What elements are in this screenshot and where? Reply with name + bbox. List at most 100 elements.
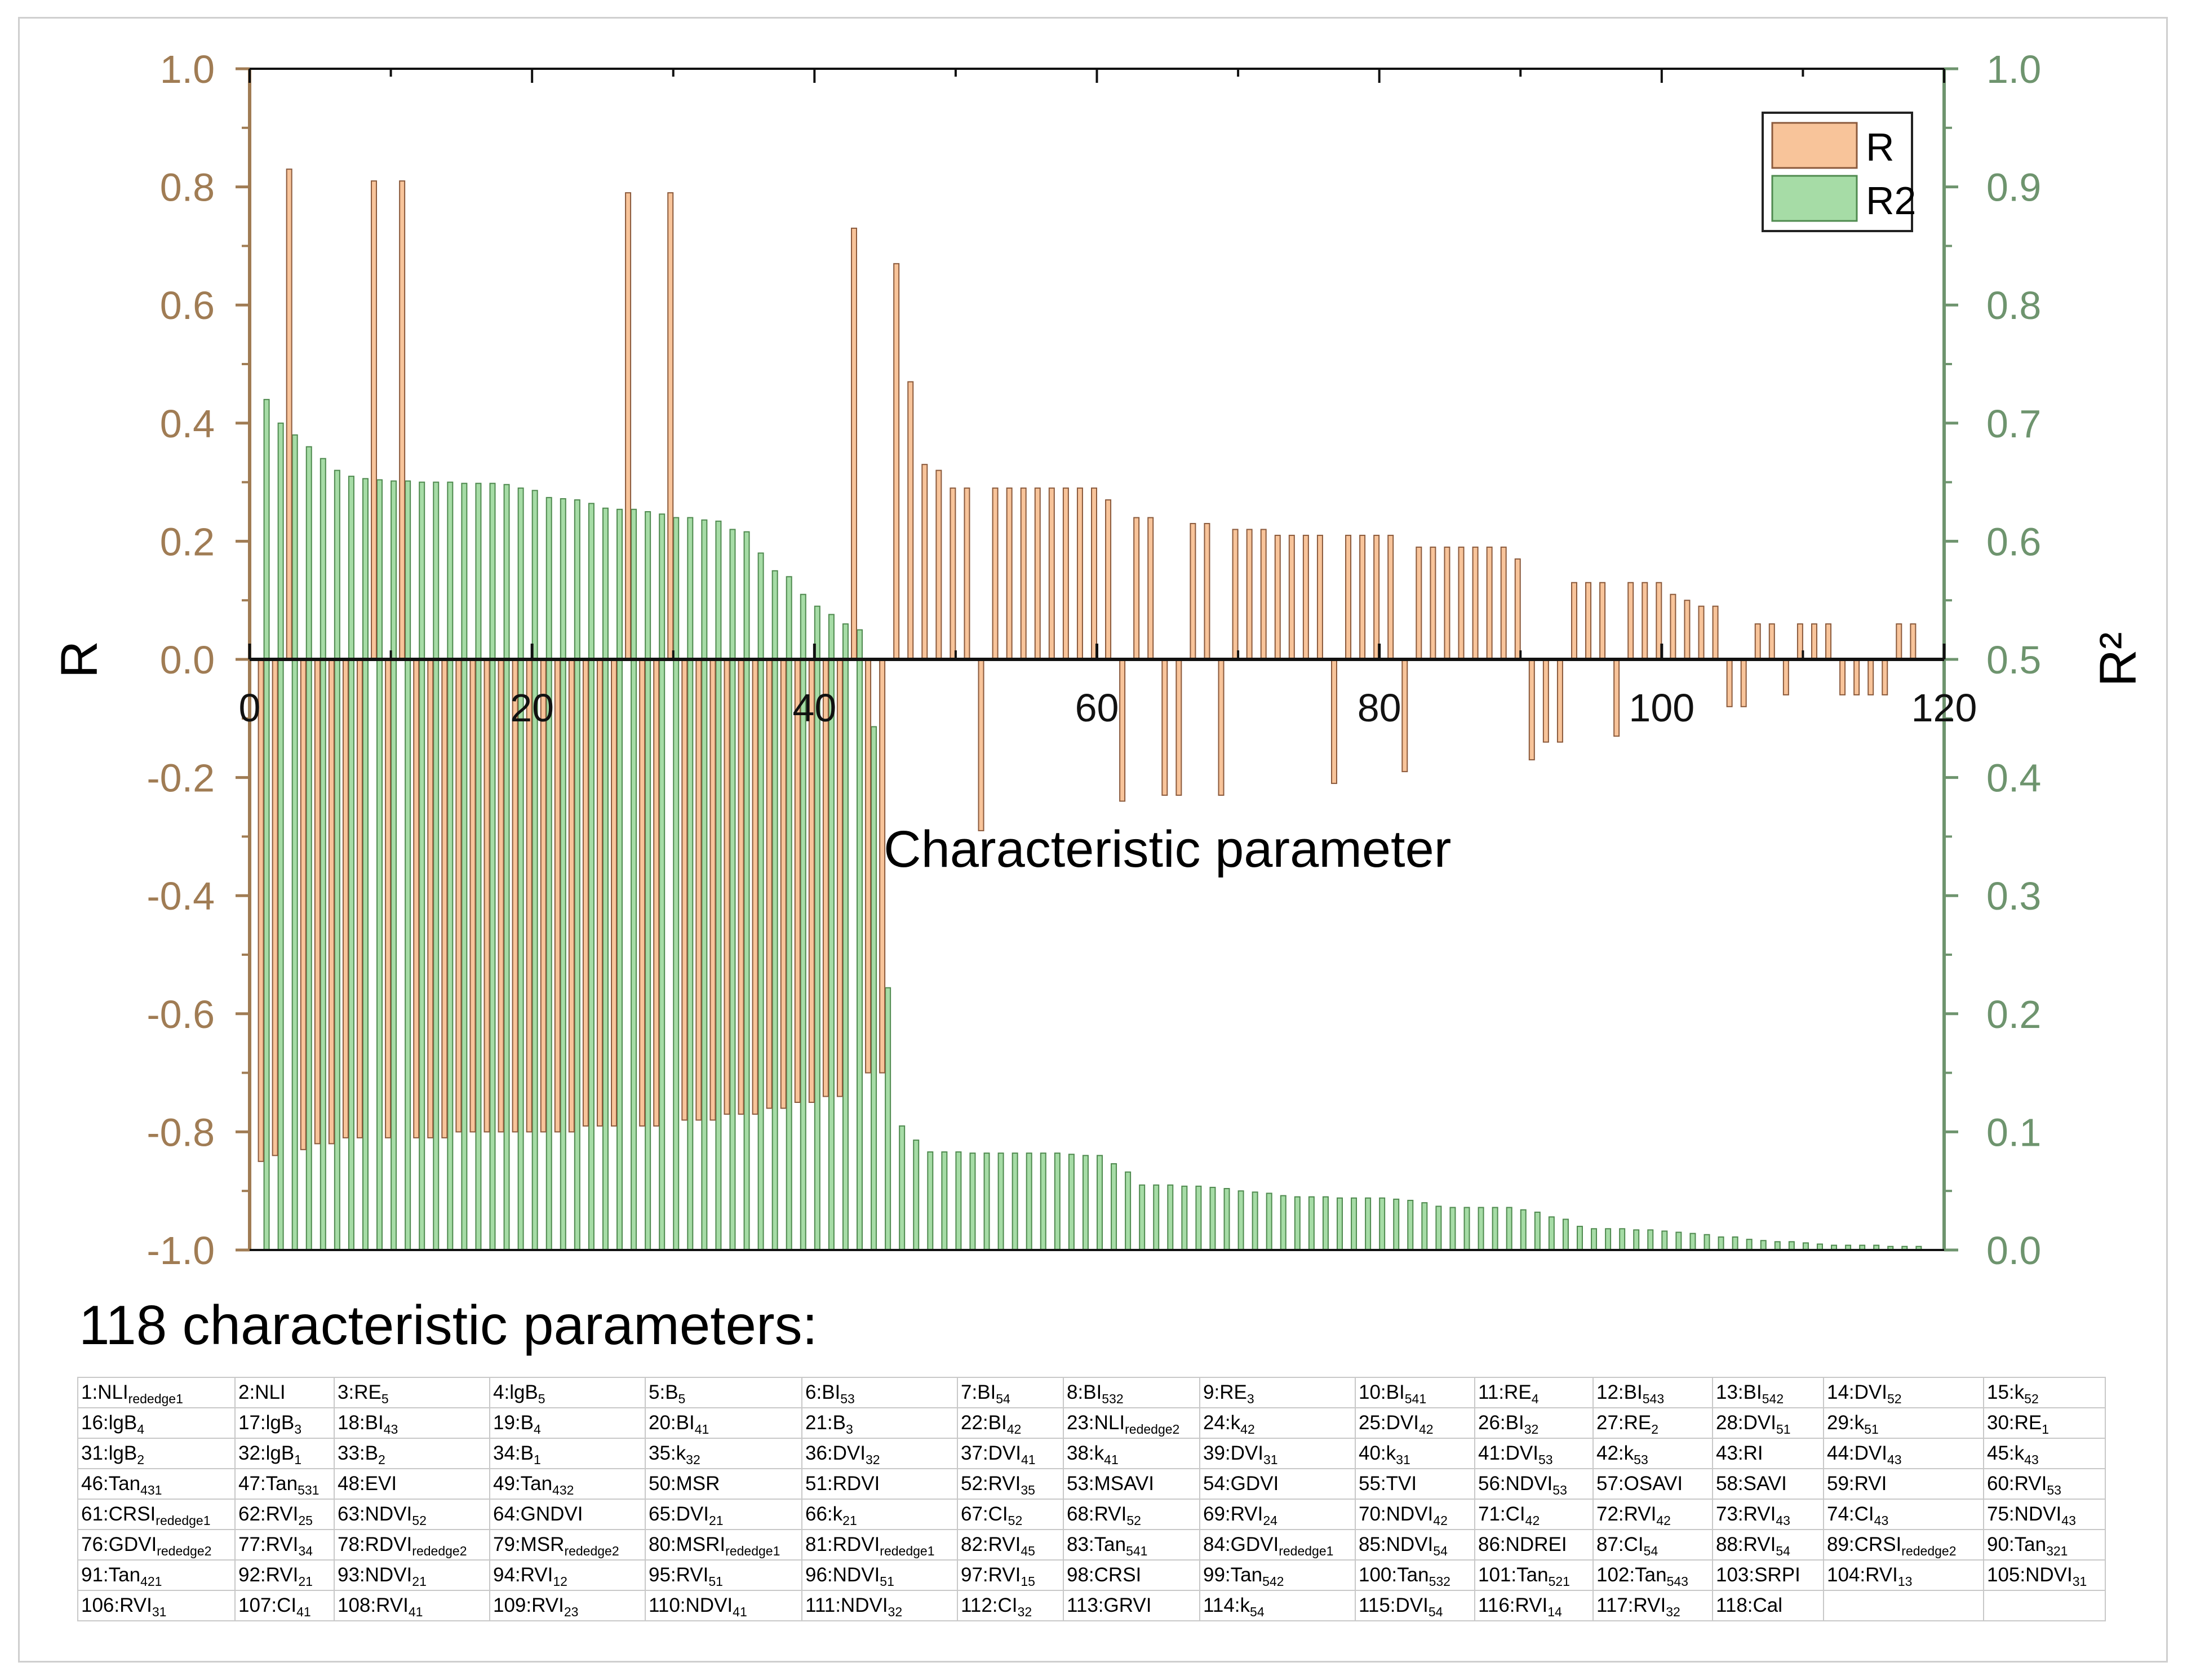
right-y-tick-label: 0.7: [1986, 402, 2041, 446]
parameter-name: 93:NDVI: [338, 1564, 412, 1586]
parameter-subscript: 41: [1104, 1452, 1119, 1467]
parameter-cell: 88:RVI54: [1712, 1529, 1824, 1561]
parameter-subscript: 52: [1008, 1513, 1023, 1528]
parameter-name: 15:k: [1987, 1381, 2025, 1403]
r-bar: [851, 227, 858, 660]
parameter-subscript: rededge1: [156, 1513, 211, 1528]
parameters-row: 106:RVI31 107:CI41 108:RVI41 109:RVI23 110:N…: [77, 1590, 2106, 1621]
parameter-subscript: rededge2: [1901, 1544, 1957, 1558]
r2-bar: [1153, 1184, 1160, 1251]
r-bar: [342, 659, 349, 1138]
right-y-tick-label: 0.5: [1986, 638, 2041, 682]
parameter-cell: 78:RDVIrededge2: [334, 1529, 490, 1561]
parameter-cell: 104:RVI13: [1823, 1559, 1984, 1591]
parameter-subscript: 541: [1126, 1544, 1148, 1558]
parameter-subscript: 52: [2024, 1391, 2039, 1406]
parameter-subscript: 32: [686, 1452, 700, 1467]
r-bar: [1302, 534, 1309, 660]
parameter-cell: 102:Tan543: [1592, 1559, 1713, 1591]
r2-bar: [955, 1151, 962, 1251]
parameter-subscript: 51: [880, 1574, 894, 1589]
parameter-cell: 50:MSR: [645, 1468, 802, 1500]
parameter-subscript: 2: [378, 1452, 385, 1467]
parameter-name: 110:NDVI: [649, 1594, 733, 1616]
parameter-cell: 39:DVI31: [1199, 1438, 1356, 1469]
r2-bar: [1463, 1207, 1470, 1251]
r2-bar: [1280, 1195, 1287, 1251]
legend: R R2: [1762, 112, 1916, 232]
parameter-name: 105:NDVI: [1987, 1564, 2073, 1586]
r2-bar: [941, 1151, 948, 1251]
parameter-name: 117:RVI: [1596, 1594, 1666, 1616]
parameter-subscript: 43: [1887, 1452, 1902, 1467]
right-y-tick-label: 0.9: [1986, 166, 2041, 210]
r2-bar: [757, 552, 764, 1251]
r2-bar: [1591, 1228, 1598, 1251]
parameter-name: 11:RE: [1478, 1381, 1532, 1403]
parameter-subscript: 31: [1263, 1452, 1278, 1467]
parameter-name: 5:B: [649, 1381, 678, 1403]
parameter-cell: 30:RE1: [1983, 1407, 2106, 1439]
r-bar: [1542, 659, 1549, 743]
r-bar: [1020, 487, 1027, 661]
r-bar: [893, 263, 900, 660]
x-axis-title: Characteristic parameter: [884, 821, 1451, 878]
parameter-cell: 1:NLIrededge1: [77, 1377, 236, 1408]
parameter-cell: 3:RE5: [334, 1377, 490, 1408]
parameter-subscript: 54: [1776, 1544, 1790, 1558]
r-bar: [1416, 546, 1422, 660]
left-y-tick-label: 0.4: [160, 402, 215, 446]
parameter-cell: 7:BI54: [957, 1377, 1064, 1408]
r2-bar: [1407, 1199, 1414, 1251]
parameter-name: 94:RVI: [493, 1564, 553, 1586]
r-bar: [907, 381, 914, 660]
r-bar: [1882, 659, 1888, 695]
left-y-tick-label: -0.8: [147, 1110, 215, 1154]
parameter-name: 27:RE: [1596, 1412, 1652, 1434]
parameter-cell: 62:RVI25: [234, 1499, 335, 1530]
parameter-cell: 118:Cal: [1712, 1590, 1824, 1621]
parameter-name: 113:GRVI: [1067, 1594, 1152, 1616]
parameter-name: 2:NLI: [238, 1381, 286, 1403]
r2-bar: [574, 499, 580, 1251]
parameter-subscript: 51: [708, 1574, 723, 1589]
parameter-subscript: 2: [137, 1452, 145, 1467]
parameter-cell: 11:RE4: [1474, 1377, 1594, 1408]
parameter-subscript: 542: [1262, 1574, 1284, 1589]
r-bar: [1401, 659, 1408, 773]
parameter-subscript: 2: [1651, 1422, 1659, 1437]
parameter-name: 26:BI: [1478, 1412, 1524, 1434]
r-bar: [272, 659, 278, 1156]
parameter-cell: 51:RDVI: [801, 1468, 958, 1500]
r-bar: [498, 659, 504, 1133]
parameter-subscript: 543: [1666, 1574, 1688, 1589]
r-bar: [780, 659, 787, 1109]
parameter-name: 38:k: [1067, 1442, 1104, 1464]
parameter-subscript: 4: [1531, 1391, 1539, 1406]
r2-bar: [1478, 1207, 1484, 1251]
r-bar: [1246, 529, 1253, 660]
parameter-cell: 32:lgB1: [234, 1438, 335, 1469]
parameter-subscript: rededge2: [1125, 1422, 1180, 1437]
parameter-subscript: 41: [694, 1422, 709, 1437]
parameter-subscript: 4: [534, 1422, 541, 1437]
r-bar: [724, 659, 730, 1115]
r2-bar: [1195, 1185, 1202, 1251]
parameter-cell: 44:DVI43: [1823, 1438, 1984, 1469]
parameter-cell: 6:BI53: [801, 1377, 958, 1408]
r2-bar: [1788, 1241, 1795, 1251]
r-bar: [371, 180, 378, 660]
parameter-subscript: 32: [1524, 1422, 1539, 1437]
parameter-name: 42:k: [1596, 1442, 1634, 1464]
parameter-cell: 82:RVI45: [957, 1529, 1064, 1561]
bar-chart: 1.0 0.8 0.6 0.4 0.2 0.0 -0.2 -0.4 -0.6 -0.8 -1.0 1.…: [51, 47, 2147, 1273]
parameter-cell: 55:TVI: [1355, 1468, 1475, 1500]
r2-bar: [1181, 1185, 1188, 1251]
parameter-cell: 89:CRSIrededge2: [1823, 1529, 1984, 1561]
parameter-cell: 97:RVI15: [957, 1559, 1064, 1591]
parameter-cell: 47:Tan531: [234, 1468, 335, 1500]
parameter-subscript: 52: [412, 1513, 427, 1528]
parameter-cell: 110:NDVI41: [645, 1590, 802, 1621]
parameter-name: 29:k: [1827, 1412, 1865, 1434]
